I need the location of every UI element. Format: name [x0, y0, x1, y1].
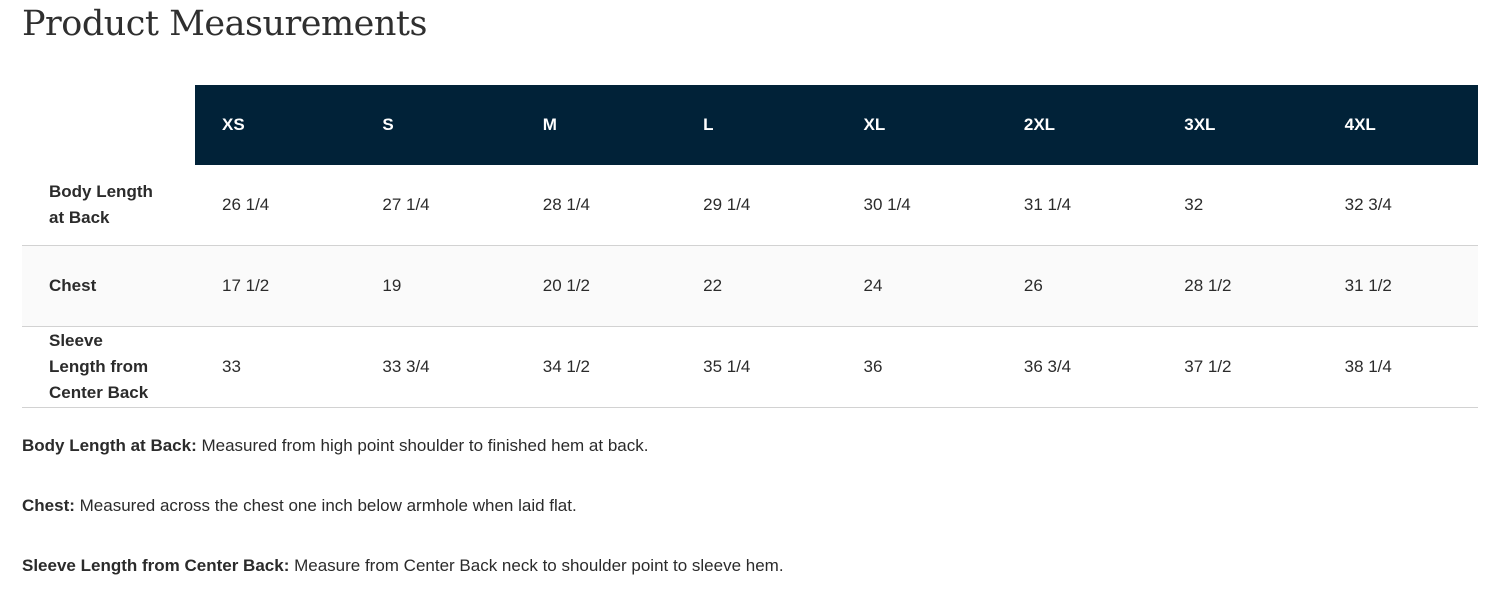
measurement-notes: Body Length at Back: Measured from high … [22, 435, 784, 615]
measurement-cell: 33 [195, 326, 356, 408]
measurement-cell: 24 [836, 245, 997, 327]
measurement-cell: 30 1/4 [836, 165, 997, 246]
table-row: Sleeve Length from Center Back 33 33 3/4 34… [22, 326, 1478, 408]
measurement-cell: 26 1/4 [195, 165, 356, 246]
row-label: Body Length at Back [22, 165, 195, 246]
measurement-cell: 38 1/4 [1317, 326, 1478, 408]
row-label: Chest [22, 245, 195, 327]
measurements-table: XS S M L XL 2XL 3XL 4XL Body Length at B… [22, 85, 1478, 408]
table-row: Chest 17 1/2 19 20 1/2 22 24 26 28 1/2 31 1/2 [22, 245, 1478, 327]
corner-cell [22, 85, 195, 165]
measurement-cell: 35 1/4 [676, 326, 837, 408]
note-term: Chest: [22, 496, 75, 515]
measurement-cell: 19 [355, 245, 516, 327]
measurement-cell: 22 [676, 245, 837, 327]
measurement-cell: 29 1/4 [676, 165, 837, 246]
size-header: 4XL [1317, 85, 1478, 165]
note-body-length: Body Length at Back: Measured from high … [22, 435, 784, 457]
measurement-cell: 26 [996, 245, 1158, 327]
note-chest: Chest: Measured across the chest one inc… [22, 495, 784, 517]
note-sleeve: Sleeve Length from Center Back: Measure … [22, 555, 784, 577]
size-header: 2XL [996, 85, 1158, 165]
measurement-cell: 36 3/4 [996, 326, 1158, 408]
note-text: Measured across the chest one inch below… [74, 496, 577, 515]
measurement-cell: 34 1/2 [515, 326, 677, 408]
note-text: Measure from Center Back neck to shoulde… [289, 556, 784, 575]
measurement-cell: 32 [1157, 165, 1318, 246]
measurement-cell: 31 1/2 [1317, 245, 1478, 327]
measurement-cell: 36 [836, 326, 997, 408]
note-text: Measured from high point shoulder to fin… [196, 436, 649, 455]
size-header: XL [836, 85, 997, 165]
size-header: M [515, 85, 677, 165]
measurement-cell: 33 3/4 [355, 326, 516, 408]
measurement-cell: 28 1/4 [515, 165, 677, 246]
note-term: Sleeve Length from Center Back: [22, 556, 290, 575]
measurement-cell: 27 1/4 [355, 165, 516, 246]
measurement-cell: 32 3/4 [1317, 165, 1478, 246]
page-title: Product Measurements [22, 4, 427, 44]
size-header: 3XL [1157, 85, 1318, 165]
measurement-cell: 37 1/2 [1157, 326, 1318, 408]
measurement-cell: 28 1/2 [1157, 245, 1318, 327]
size-header: L [676, 85, 837, 165]
size-header-row: XS S M L XL 2XL 3XL 4XL [22, 85, 1478, 165]
measurement-cell: 31 1/4 [996, 165, 1158, 246]
size-header: S [355, 85, 516, 165]
size-header: XS [195, 85, 356, 165]
measurement-cell: 20 1/2 [515, 245, 677, 327]
note-term: Body Length at Back: [22, 436, 197, 455]
row-label: Sleeve Length from Center Back [22, 326, 195, 408]
table-row: Body Length at Back 26 1/4 27 1/4 28 1/4 29 … [22, 165, 1478, 246]
measurement-cell: 17 1/2 [195, 245, 356, 327]
